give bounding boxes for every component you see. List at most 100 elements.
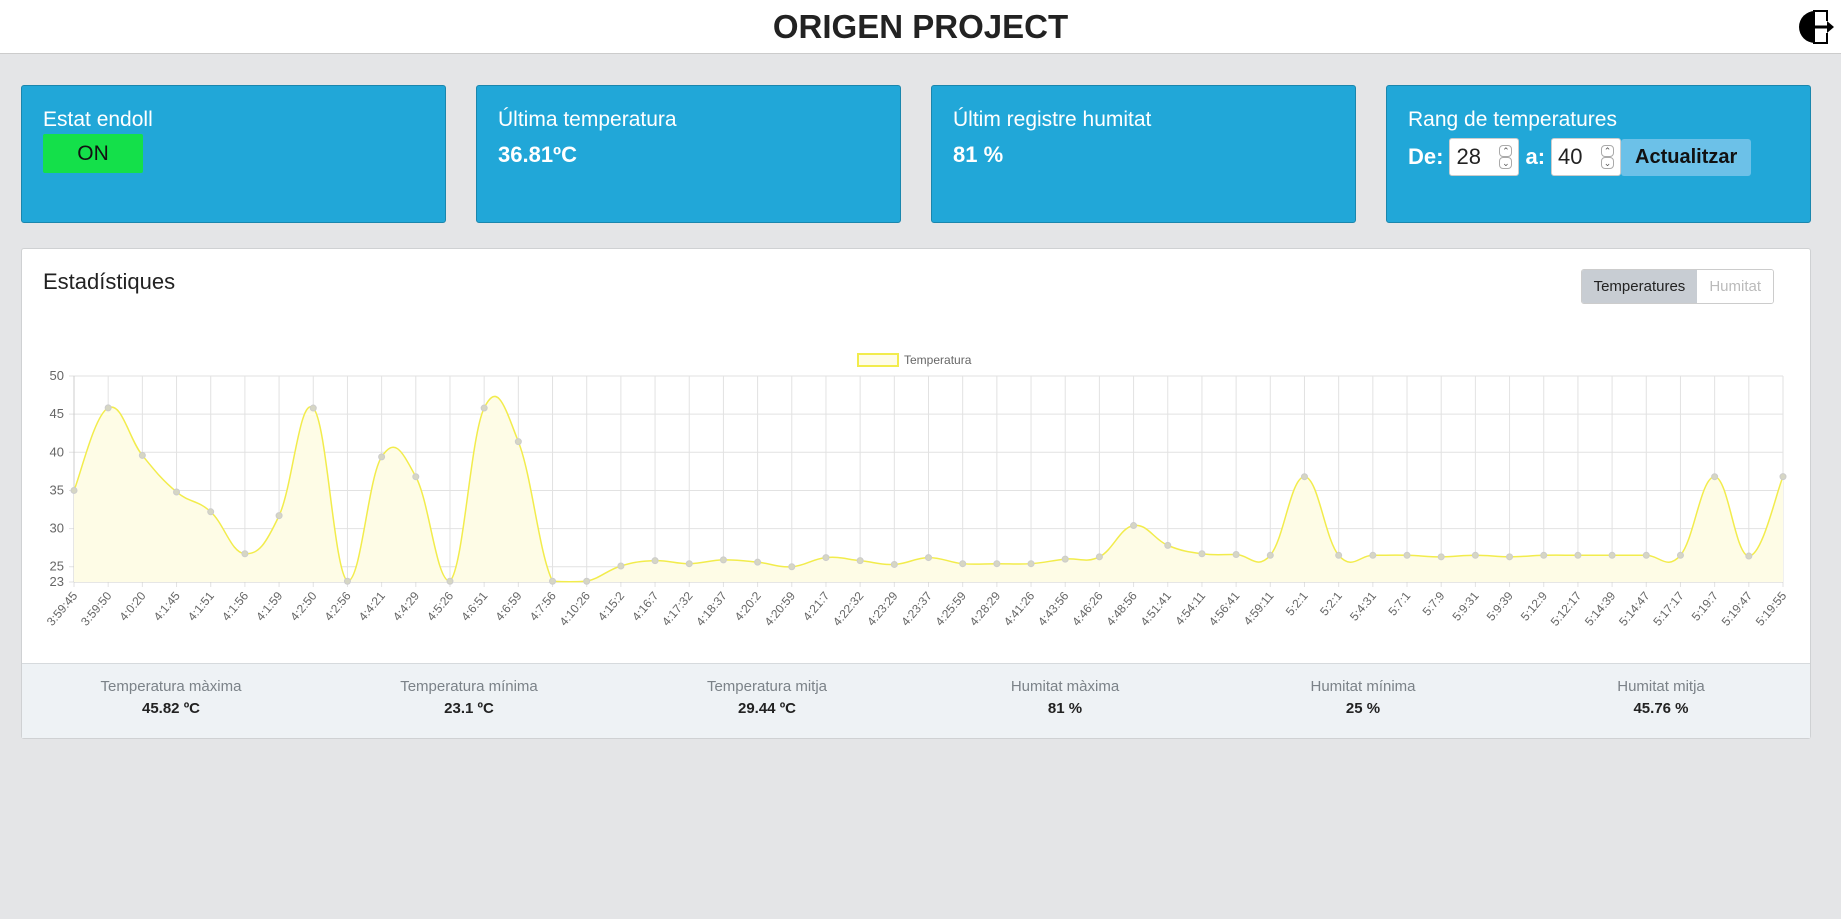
- data-point: [275, 512, 283, 520]
- summary-value: 45.82 ºC: [141, 700, 200, 717]
- to-spinner[interactable]: ⌃ ⌄: [1601, 145, 1615, 169]
- data-point: [549, 577, 557, 585]
- x-tick-label: 4:48:56: [1103, 589, 1140, 629]
- plug-status-card: Estat endoll ON: [21, 85, 446, 223]
- data-point: [1164, 541, 1172, 549]
- data-point: [856, 557, 864, 565]
- y-tick-label: 50: [50, 368, 64, 383]
- data-point: [173, 488, 181, 496]
- summary-label: Humitat mínima: [1310, 678, 1416, 695]
- x-tick-label: 4:4:29: [390, 589, 422, 624]
- last-temperature-value: 36.81ºC: [498, 142, 577, 167]
- data-point: [617, 562, 625, 570]
- data-point: [1232, 551, 1240, 559]
- to-value: 40: [1558, 144, 1583, 169]
- x-tick-label: 4:17:32: [659, 589, 696, 629]
- plug-status-title: Estat endoll: [43, 108, 153, 131]
- y-tick-label: 23: [50, 574, 64, 589]
- data-point: [241, 550, 249, 558]
- update-button[interactable]: Actualitzar: [1621, 138, 1752, 176]
- data-point: [1130, 522, 1138, 530]
- tab-temperatures[interactable]: Temperatures: [1581, 270, 1698, 303]
- x-tick-label: 4:1:45: [151, 589, 183, 624]
- x-tick-label: 5:9:31: [1450, 589, 1482, 624]
- data-point: [651, 557, 659, 565]
- from-input[interactable]: 28 ⌃ ⌄: [1449, 138, 1520, 176]
- to-input[interactable]: 40 ⌃ ⌄: [1551, 138, 1622, 176]
- summary-item: Humitat mínima 25 %: [1214, 664, 1512, 738]
- data-point: [1437, 553, 1445, 561]
- data-point: [1540, 551, 1548, 559]
- x-tick-label: 4:25:59: [933, 589, 970, 629]
- x-tick-label: 3:59:50: [78, 589, 115, 629]
- summary-value: 29.44 ºC: [737, 700, 796, 717]
- x-tick-label: 4:1:59: [253, 589, 285, 624]
- plug-status-toggle[interactable]: ON: [43, 134, 143, 173]
- y-tick-label: 30: [50, 521, 64, 536]
- data-point: [138, 451, 146, 459]
- x-tick-label: 4:18:37: [693, 589, 730, 629]
- data-point: [1471, 551, 1479, 559]
- tab-humidity[interactable]: Humitat: [1697, 270, 1773, 303]
- summary-value: 25 %: [1345, 700, 1381, 717]
- data-point: [1642, 551, 1650, 559]
- x-tick-label: 5:2:1: [1317, 589, 1345, 619]
- x-tick-label: 4:51:41: [1138, 589, 1175, 629]
- logout-icon[interactable]: [1797, 9, 1835, 45]
- data-point: [378, 453, 386, 461]
- series-area: [74, 396, 1783, 582]
- data-point: [583, 577, 591, 585]
- summary-item: Temperatura mitja 29.44 ºC: [618, 664, 916, 738]
- data-point: [1300, 473, 1308, 481]
- x-tick-label: 4:23:37: [898, 589, 935, 629]
- x-tick-label: 4:10:26: [557, 589, 594, 629]
- summary-item: Humitat màxima 81 %: [916, 664, 1214, 738]
- temperature-range-title: Rang de temperatures: [1408, 108, 1617, 131]
- x-tick-label: 4:4:21: [356, 589, 388, 624]
- data-point: [1061, 555, 1069, 563]
- data-point: [480, 404, 488, 412]
- x-tick-label: 4:1:56: [219, 589, 251, 624]
- from-value: 28: [1456, 144, 1481, 169]
- data-point: [1095, 553, 1103, 561]
- data-point: [1403, 551, 1411, 559]
- x-tick-label: 4:6:59: [492, 589, 524, 624]
- x-tick-label: 4:6:51: [458, 589, 490, 624]
- x-tick-label: 5:12:17: [1548, 589, 1585, 629]
- data-point: [1198, 550, 1206, 558]
- data-point: [1574, 551, 1582, 559]
- data-point: [1369, 551, 1377, 559]
- summary-label: Temperatura mitja: [706, 678, 828, 695]
- data-point: [207, 508, 215, 516]
- summary-value: 23.1 ºC: [444, 700, 494, 717]
- x-tick-label: 4:5:26: [424, 589, 456, 624]
- y-tick-label: 25: [50, 559, 64, 574]
- summary-label: Humitat màxima: [1010, 678, 1120, 695]
- x-tick-label: 4:59:11: [1241, 589, 1277, 628]
- summary-label: Temperatura mínima: [400, 678, 538, 695]
- x-tick-label: 5:12:9: [1518, 589, 1550, 624]
- data-point: [446, 577, 454, 585]
- x-tick-label: 4:7:56: [527, 589, 559, 624]
- x-tick-label: 4:23:29: [864, 589, 901, 629]
- data-point: [70, 486, 78, 494]
- data-point: [1745, 552, 1753, 560]
- data-point: [685, 560, 693, 568]
- summary-label: Temperatura màxima: [100, 678, 242, 695]
- x-tick-label: 4:56:41: [1206, 589, 1243, 629]
- last-temperature-title: Última temperatura: [498, 108, 677, 131]
- from-spinner[interactable]: ⌃ ⌄: [1499, 145, 1513, 169]
- x-tick-label: 4:2:56: [322, 589, 354, 624]
- x-tick-label: 5:14:47: [1616, 589, 1653, 629]
- data-point: [1676, 551, 1684, 559]
- x-tick-label: 4:28:29: [967, 589, 1004, 629]
- data-point: [1506, 553, 1514, 561]
- data-point: [309, 404, 317, 412]
- x-tick-label: 5:19:47: [1719, 589, 1756, 629]
- last-humidity-card: Últim registre humitat 81 %: [931, 85, 1356, 223]
- x-tick-label: 5:9:39: [1484, 589, 1516, 624]
- x-tick-label: 5:7:9: [1420, 589, 1448, 619]
- summary-item: Temperatura màxima 45.82 ºC: [22, 664, 320, 738]
- summary-value: 45.76 %: [1633, 700, 1689, 717]
